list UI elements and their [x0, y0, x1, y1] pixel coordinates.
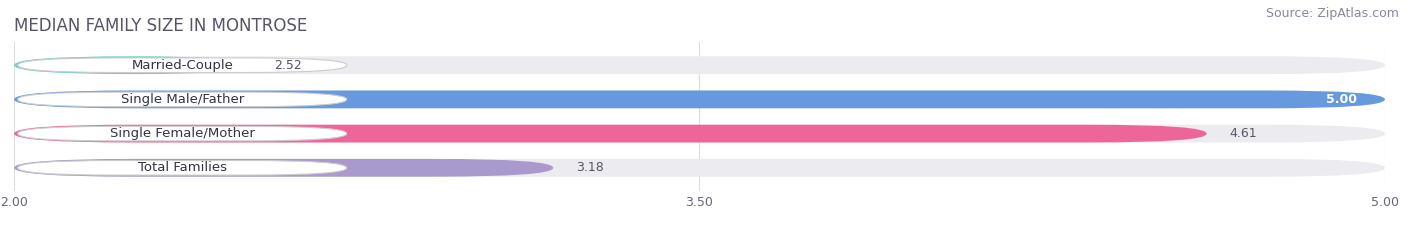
FancyBboxPatch shape — [14, 125, 1385, 143]
Text: Single Female/Mother: Single Female/Mother — [110, 127, 254, 140]
FancyBboxPatch shape — [14, 159, 1385, 177]
Text: Source: ZipAtlas.com: Source: ZipAtlas.com — [1265, 7, 1399, 20]
FancyBboxPatch shape — [14, 125, 1206, 143]
Text: 2.52: 2.52 — [274, 59, 302, 72]
FancyBboxPatch shape — [14, 56, 252, 74]
Text: Single Male/Father: Single Male/Father — [121, 93, 243, 106]
FancyBboxPatch shape — [14, 56, 1385, 74]
Text: 5.00: 5.00 — [1326, 93, 1358, 106]
FancyBboxPatch shape — [18, 161, 347, 175]
Text: Married-Couple: Married-Couple — [131, 59, 233, 72]
Text: MEDIAN FAMILY SIZE IN MONTROSE: MEDIAN FAMILY SIZE IN MONTROSE — [14, 17, 308, 35]
FancyBboxPatch shape — [18, 92, 347, 107]
FancyBboxPatch shape — [18, 58, 347, 72]
FancyBboxPatch shape — [14, 159, 554, 177]
Text: 4.61: 4.61 — [1229, 127, 1257, 140]
FancyBboxPatch shape — [18, 126, 347, 141]
FancyBboxPatch shape — [14, 90, 1385, 108]
Text: Total Families: Total Families — [138, 161, 226, 174]
FancyBboxPatch shape — [14, 90, 1385, 108]
Text: 3.18: 3.18 — [576, 161, 603, 174]
